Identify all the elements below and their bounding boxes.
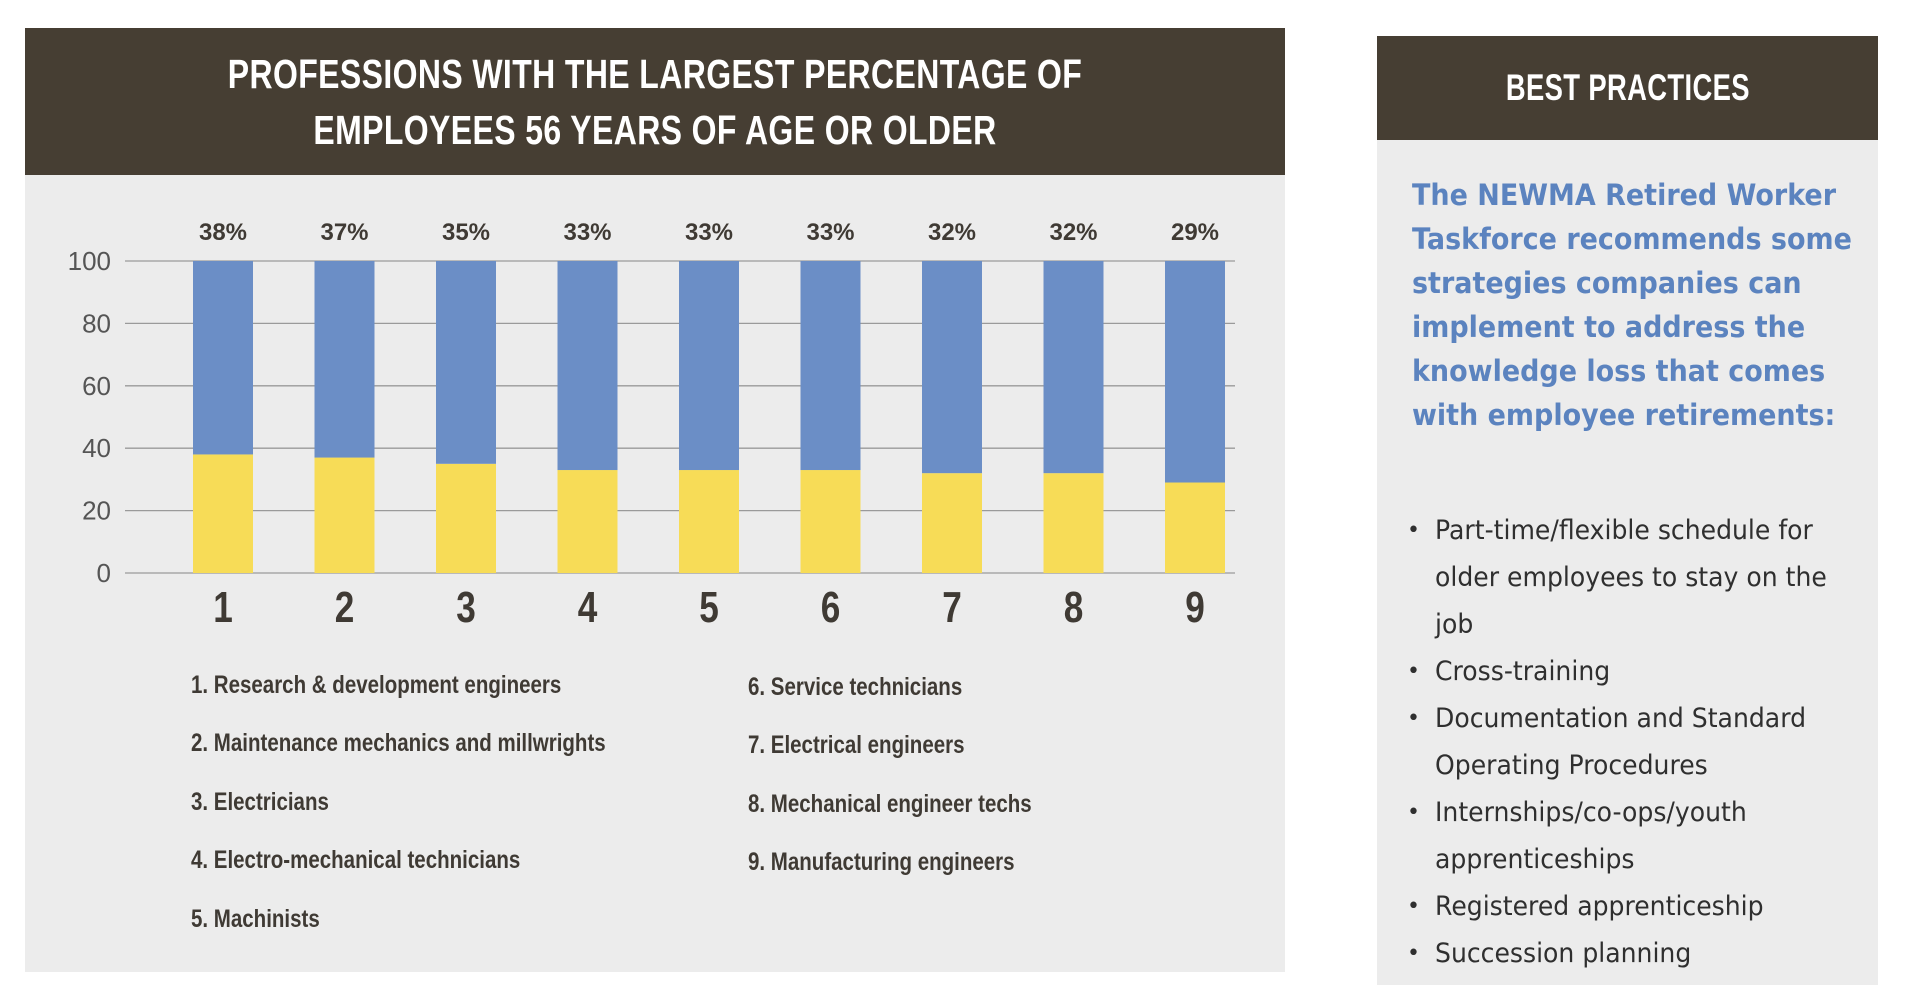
- stacked-bar-chart: 0 20 40 60 80 100 38% 1 37% 2 35% 3 33% 4 33% 5 33% 6 32% 7…: [68, 219, 1235, 632]
- legend-item: 5. Machinists: [191, 904, 320, 933]
- bar-segment: [1165, 482, 1225, 573]
- best-practices-header: BEST PRACTICES: [1377, 36, 1878, 140]
- y-tick-label: 40: [82, 433, 111, 463]
- bar-segment: [679, 261, 739, 471]
- y-tick-label: 80: [82, 308, 111, 338]
- bar-segment: [1043, 261, 1104, 474]
- x-tick-label: 2: [335, 583, 355, 632]
- bar-segment: [922, 261, 982, 474]
- legend-item: 1. Research & development engineers: [191, 671, 562, 699]
- x-tick-label: 9: [1185, 583, 1205, 632]
- legend-left: 1. Research & development engineers 2. M…: [191, 656, 697, 948]
- legend-item: 9. Manufacturing engineers: [748, 848, 1015, 877]
- legend-item: 3. Electricians: [191, 787, 329, 816]
- best-practices-list: Part-time/flexible schedule for older em…: [1407, 507, 1867, 977]
- list-item: Succession planning: [1407, 930, 1867, 977]
- bar-segment: [193, 261, 253, 455]
- y-tick-label: 20: [82, 496, 111, 526]
- chart-header: PROFESSIONS WITH THE LARGEST PERCENTAGE …: [25, 28, 1285, 175]
- data-label: 32%: [928, 219, 976, 246]
- legend-right: 6. Service technicians 7. Electrical eng…: [748, 658, 1094, 892]
- x-tick-label: 6: [821, 583, 841, 632]
- data-label: 37%: [320, 219, 368, 246]
- x-tick-label: 8: [1064, 583, 1084, 632]
- bar-segment: [193, 454, 253, 573]
- bar-segment: [557, 261, 618, 471]
- bar-segment: [436, 463, 496, 573]
- chart-panel: PROFESSIONS WITH THE LARGEST PERCENTAGE …: [25, 28, 1285, 972]
- bar-segment: [1165, 261, 1225, 483]
- y-tick-label: 0: [97, 558, 111, 588]
- x-tick-label: 3: [456, 583, 476, 632]
- data-label: 35%: [442, 219, 490, 246]
- bar-segment: [922, 473, 982, 573]
- bar-segment: [314, 457, 375, 573]
- bar-segment: [800, 261, 861, 471]
- legend-item: 2. Maintenance mechanics and millwrights: [191, 729, 606, 758]
- x-tick-label: 1: [213, 583, 233, 632]
- legend-item: 6. Service technicians: [748, 673, 963, 701]
- bar-segment: [1043, 473, 1104, 573]
- list-item: Internships/co-ops/youth apprenticeships: [1407, 789, 1867, 883]
- best-practices-intro: The NEWMA Retired Worker Taskforce recom…: [1412, 178, 1852, 432]
- legend-item: 8. Mechanical engineer techs: [748, 789, 1032, 818]
- y-tick-label: 60: [82, 371, 111, 401]
- list-item: Registered apprenticeship: [1407, 883, 1867, 930]
- data-label: 32%: [1049, 219, 1097, 246]
- data-label: 33%: [806, 219, 854, 246]
- legend-item: 7. Electrical engineers: [748, 731, 965, 760]
- bar-segment: [679, 470, 739, 573]
- bar-segment: [557, 470, 618, 573]
- list-item: Documentation and Standard Operating Pro…: [1407, 695, 1867, 789]
- x-tick-label: 4: [578, 583, 598, 632]
- data-label: 38%: [199, 219, 247, 246]
- chart-title: PROFESSIONS WITH THE LARGEST PERCENTAGE …: [227, 50, 1083, 153]
- data-label: 29%: [1171, 219, 1219, 246]
- x-tick-label: 5: [699, 583, 719, 632]
- list-item: Cross-training: [1407, 648, 1867, 695]
- legend-item: 4. Electro-mechanical technicians: [191, 846, 521, 875]
- bar-segment: [314, 261, 375, 458]
- y-tick-label: 100: [68, 246, 111, 276]
- x-tick-label: 7: [942, 583, 962, 632]
- best-practices-title: BEST PRACTICES: [1505, 67, 1750, 108]
- list-item: Part-time/flexible schedule for older em…: [1407, 507, 1867, 648]
- bar-segment: [800, 470, 861, 573]
- data-label: 33%: [563, 219, 611, 246]
- data-label: 33%: [685, 219, 733, 246]
- bar-segment: [436, 261, 496, 464]
- best-practices-panel: BEST PRACTICES The NEWMA Retired Worker …: [1377, 36, 1878, 985]
